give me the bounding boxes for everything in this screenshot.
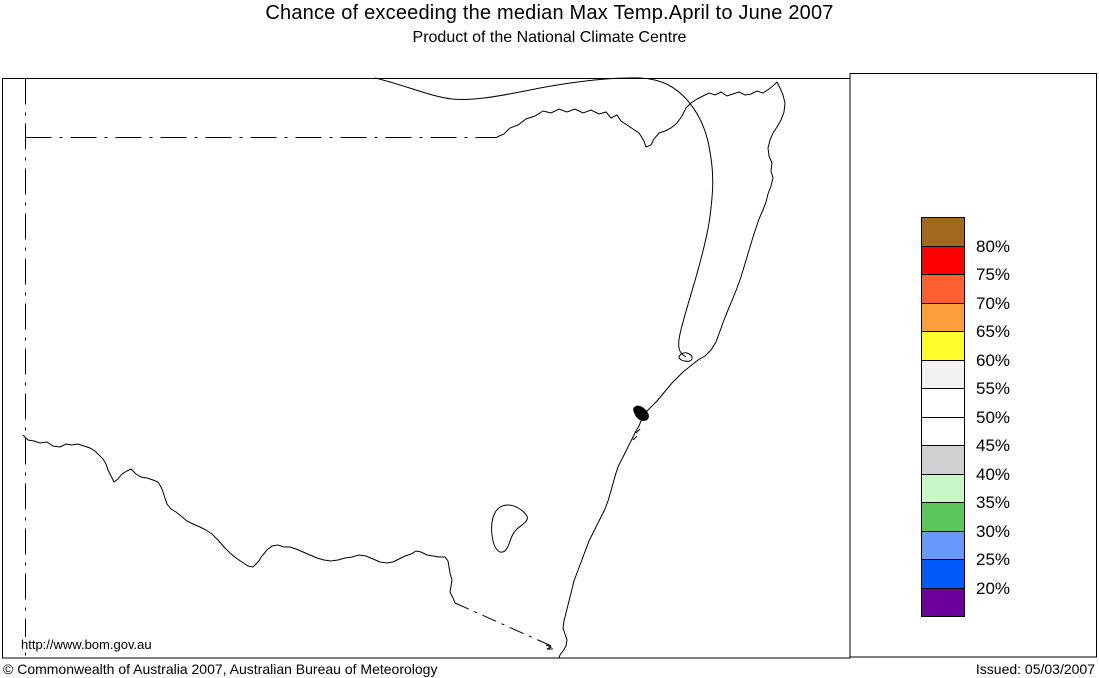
legend-swatch — [921, 388, 965, 418]
legend-swatch — [921, 445, 965, 475]
legend-label: 35% — [976, 493, 1011, 512]
coastline — [558, 81, 786, 659]
legend-frame — [849, 73, 1097, 658]
legend-label: 25% — [976, 550, 1011, 569]
legend-label: 20% — [976, 578, 1011, 598]
issued-text: Issued: 05/03/2007 — [975, 661, 1095, 677]
page-subtitle: Product of the National Climate Centre — [412, 29, 687, 46]
legend-label: 70% — [976, 293, 1011, 313]
coast-knot — [678, 352, 693, 362]
legend-swatch — [921, 473, 965, 503]
legend-swatch — [921, 416, 965, 446]
legend-label: 80% — [976, 236, 1011, 256]
murray-river-border — [22, 434, 456, 604]
act-outline — [491, 504, 528, 553]
legend-label: 75% — [976, 265, 1011, 284]
sydney-harbour-mark — [633, 405, 649, 421]
legend-swatch — [921, 245, 965, 275]
legend-swatch — [921, 274, 965, 304]
legend-label: 65% — [976, 322, 1011, 341]
legend-label: 55% — [976, 379, 1011, 398]
map-url-label: http://www.bom.gov.au — [21, 637, 154, 652]
legend-label: 50% — [976, 407, 1011, 427]
map-frame — [2, 78, 851, 659]
legend-swatch — [921, 530, 965, 560]
legend-label: 40% — [976, 464, 1011, 484]
legend-swatch — [921, 587, 965, 617]
legend-label: 30% — [976, 521, 1011, 541]
qld-river-border — [496, 81, 778, 148]
probability-contour — [374, 77, 714, 358]
legend-label: 60% — [976, 350, 1011, 370]
page-title: Chance of exceeding the median Max Temp.… — [265, 2, 834, 24]
copyright-text: © Commonwealth of Australia 2007, Austra… — [3, 661, 438, 677]
cape-howe-mark — [545, 644, 553, 650]
vic-border-line — [454, 602, 557, 649]
legend-swatch — [921, 502, 965, 532]
legend-swatch — [921, 217, 965, 247]
legend-swatch — [921, 359, 965, 389]
coastal-bay-marks — [632, 428, 641, 441]
legend-swatch — [921, 559, 965, 589]
legend-swatch — [921, 331, 965, 361]
legend-swatch — [921, 302, 965, 332]
legend-label: 45% — [976, 436, 1011, 455]
